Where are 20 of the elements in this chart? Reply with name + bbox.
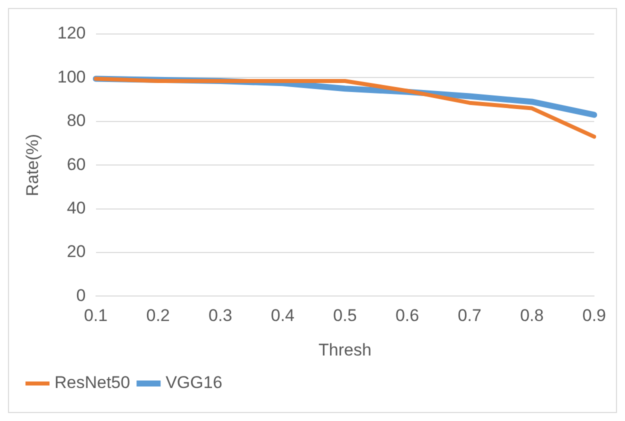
legend-label: VGG16 bbox=[166, 373, 222, 392]
x-tick-label: 0.1 bbox=[84, 306, 108, 326]
y-tick-label: 100 bbox=[57, 67, 86, 86]
y-tick-label: 40 bbox=[66, 198, 86, 218]
x-axis-title: Thresh bbox=[318, 340, 372, 360]
x-tick-label: 0.8 bbox=[520, 306, 544, 326]
legend-label: ResNet50 bbox=[54, 373, 130, 392]
x-tick-label: 0.4 bbox=[270, 306, 294, 326]
x-tick-label: 0.2 bbox=[146, 306, 170, 326]
x-tick-label: 0.3 bbox=[208, 306, 232, 326]
x-tick-label: 0.6 bbox=[395, 306, 420, 326]
x-tick-label: 0.9 bbox=[582, 306, 606, 326]
y-axis-title: Rate(%) bbox=[22, 134, 42, 196]
y-tick-label: 20 bbox=[66, 242, 86, 262]
y-tick-label: 60 bbox=[66, 154, 86, 174]
y-tick-label: 120 bbox=[57, 24, 86, 43]
x-tick-label: 0.5 bbox=[333, 306, 357, 326]
y-tick-label: 80 bbox=[66, 111, 86, 130]
y-tick-label: 0 bbox=[76, 286, 86, 305]
x-tick-label: 0.7 bbox=[458, 306, 482, 326]
